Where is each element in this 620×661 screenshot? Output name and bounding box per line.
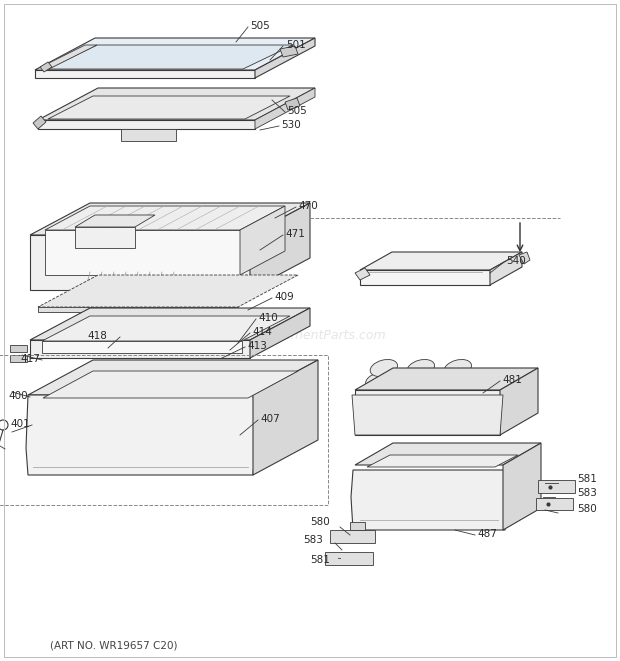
Polygon shape: [30, 203, 310, 235]
Text: 481: 481: [502, 375, 522, 385]
Polygon shape: [10, 345, 27, 352]
Text: 400: 400: [9, 391, 28, 401]
Polygon shape: [360, 270, 490, 285]
Polygon shape: [352, 395, 503, 435]
Text: 501: 501: [286, 40, 306, 50]
Polygon shape: [350, 522, 365, 530]
Text: 580: 580: [310, 517, 330, 527]
Polygon shape: [35, 38, 315, 70]
Text: 505: 505: [250, 21, 270, 31]
Text: (ART NO. WR19657 C20): (ART NO. WR19657 C20): [50, 640, 177, 650]
Polygon shape: [42, 316, 290, 341]
Ellipse shape: [440, 372, 467, 389]
Polygon shape: [355, 443, 541, 465]
Text: 530: 530: [281, 120, 301, 130]
Text: 418: 418: [87, 331, 107, 341]
Polygon shape: [360, 252, 522, 270]
Polygon shape: [30, 308, 310, 340]
Text: 407: 407: [260, 414, 280, 424]
Polygon shape: [42, 341, 242, 353]
Text: eReplacementParts.com: eReplacementParts.com: [234, 329, 386, 342]
Polygon shape: [355, 390, 500, 435]
Polygon shape: [38, 307, 238, 312]
Polygon shape: [255, 88, 315, 129]
Text: 470: 470: [298, 201, 317, 211]
Polygon shape: [538, 480, 575, 493]
Ellipse shape: [402, 372, 430, 389]
Polygon shape: [26, 395, 256, 475]
Text: 414: 414: [252, 327, 272, 337]
Polygon shape: [48, 96, 290, 119]
Ellipse shape: [444, 360, 472, 377]
Polygon shape: [280, 46, 298, 57]
Text: 410: 410: [258, 313, 278, 323]
Polygon shape: [253, 360, 318, 475]
Polygon shape: [38, 275, 298, 307]
Polygon shape: [503, 443, 541, 530]
Polygon shape: [45, 230, 240, 275]
Polygon shape: [75, 227, 135, 248]
Text: 417: 417: [20, 354, 40, 364]
Ellipse shape: [370, 360, 397, 377]
Polygon shape: [255, 38, 315, 78]
Text: 580: 580: [577, 504, 596, 514]
Polygon shape: [28, 360, 318, 395]
Polygon shape: [500, 368, 538, 435]
Text: 487: 487: [477, 529, 497, 539]
Polygon shape: [351, 470, 507, 530]
Polygon shape: [250, 203, 310, 290]
Text: 413: 413: [247, 341, 267, 351]
Text: 401: 401: [11, 419, 30, 429]
Polygon shape: [45, 206, 285, 230]
Polygon shape: [121, 129, 176, 141]
Polygon shape: [30, 235, 250, 290]
Text: 583: 583: [303, 535, 323, 545]
Polygon shape: [75, 215, 155, 227]
Polygon shape: [38, 120, 255, 129]
Polygon shape: [536, 498, 573, 510]
Polygon shape: [330, 530, 375, 543]
Text: 581: 581: [310, 555, 330, 565]
Ellipse shape: [407, 360, 435, 377]
Text: 471: 471: [285, 229, 305, 239]
Polygon shape: [367, 455, 518, 467]
Polygon shape: [43, 371, 298, 398]
Polygon shape: [240, 206, 285, 275]
Polygon shape: [250, 308, 310, 358]
Polygon shape: [10, 355, 27, 362]
Polygon shape: [285, 98, 300, 110]
Polygon shape: [30, 340, 250, 358]
Ellipse shape: [366, 372, 393, 389]
Polygon shape: [40, 62, 52, 72]
Polygon shape: [35, 45, 97, 70]
Polygon shape: [47, 45, 293, 69]
Polygon shape: [519, 252, 530, 264]
Polygon shape: [38, 88, 315, 120]
Polygon shape: [355, 368, 538, 390]
Polygon shape: [490, 252, 522, 285]
Text: 540: 540: [506, 256, 526, 266]
Polygon shape: [355, 268, 370, 280]
Text: 505: 505: [287, 106, 307, 116]
Polygon shape: [325, 552, 373, 565]
Text: 581: 581: [577, 474, 597, 484]
Polygon shape: [33, 116, 46, 129]
Text: 409: 409: [274, 292, 294, 302]
Polygon shape: [35, 70, 255, 78]
Text: 583: 583: [577, 488, 597, 498]
